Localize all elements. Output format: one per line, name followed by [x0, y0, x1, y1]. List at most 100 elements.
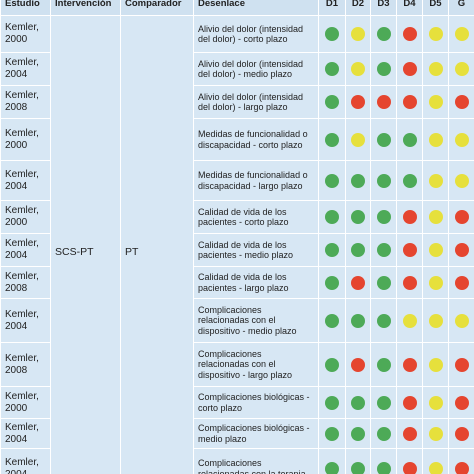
column-header: D2 — [345, 0, 371, 16]
rating-dot — [376, 243, 391, 257]
rating-cell — [370, 85, 397, 119]
outcome: Medidas de funcionalidad o discapacidad … — [193, 160, 319, 201]
outcome: Calidad de vida de los pacientes - corto… — [193, 200, 319, 234]
rating-dot — [376, 173, 391, 188]
rating-dot — [402, 95, 417, 109]
table-row: Kemler, 2000 Calidad de vida de los pacie… — [0, 200, 474, 234]
rating-cell — [396, 160, 423, 201]
rating-dot — [325, 132, 339, 147]
rating-cell — [345, 15, 371, 53]
rating-dot — [376, 210, 391, 224]
rating-dot — [428, 426, 443, 441]
rating-cell — [422, 342, 449, 387]
rating-cell — [318, 298, 346, 343]
rating-dot — [325, 210, 339, 224]
rating-dot — [376, 132, 391, 147]
rating-cell — [448, 118, 474, 161]
rating-dot — [428, 243, 443, 257]
rating-dot — [325, 243, 339, 257]
rating-dot — [351, 62, 365, 76]
rating-dot — [351, 395, 365, 410]
rating-cell — [396, 448, 423, 474]
rating-dot — [325, 461, 339, 474]
rating-cell — [422, 52, 449, 86]
study: Kemler, 2008 — [0, 266, 51, 299]
rating-dot — [325, 27, 339, 41]
rating-dot — [428, 275, 443, 290]
rating-dot — [325, 395, 339, 410]
table-row: Kemler, 2004 Complicaciones biológicas - … — [0, 418, 474, 449]
rating-dot — [454, 426, 469, 441]
rating-cell — [396, 266, 423, 299]
rating-dot — [351, 243, 365, 257]
rating-dot — [428, 395, 443, 410]
outcome: Complicaciones biológicas - corto plazo — [193, 386, 319, 419]
rating-cell — [318, 266, 346, 299]
rating-dot — [351, 132, 365, 147]
rating-dot — [428, 62, 443, 76]
rating-dot — [376, 395, 391, 410]
rating-cell — [396, 418, 423, 449]
rating-cell — [422, 160, 449, 201]
rating-dot — [402, 243, 417, 257]
study: Kemler, 2004 — [0, 52, 51, 86]
study: Kemler, 2004 — [0, 418, 51, 449]
table-row: Kemler, 2008 Complicaciones relacionadas … — [0, 342, 474, 387]
rating-cell — [396, 233, 423, 267]
rating-dot — [428, 95, 443, 109]
rating-cell — [422, 233, 449, 267]
column-header: D4 — [396, 0, 423, 16]
rating-cell — [396, 342, 423, 387]
rating-cell — [318, 160, 346, 201]
rating-cell — [370, 298, 397, 343]
rating-dot — [376, 95, 391, 109]
study: Kemler, 2000 — [0, 200, 51, 234]
comparator: PT — [120, 15, 194, 474]
rating-cell — [318, 386, 346, 419]
column-header: D5 — [422, 0, 449, 16]
rating-dot — [454, 461, 469, 474]
rating-cell — [345, 342, 371, 387]
rating-dot — [376, 426, 391, 441]
rating-cell — [370, 160, 397, 201]
rating-dot — [454, 27, 469, 41]
rating-cell — [448, 266, 474, 299]
table-row: Kemler, 2000 Complicaciones biológicas - … — [0, 386, 474, 419]
rating-cell — [370, 448, 397, 474]
rating-dot — [428, 132, 443, 147]
rating-cell — [422, 298, 449, 343]
rating-dot — [454, 210, 469, 224]
rating-dot — [454, 132, 469, 147]
rating-cell — [318, 418, 346, 449]
rating-dot — [351, 210, 365, 224]
rating-dot — [402, 173, 417, 188]
table-row: Kemler, 2008 Calidad de vida de los pacie… — [0, 266, 474, 299]
table-row: Kemler, 2000 SCS-PT PT Alivio del dolor (in… — [0, 15, 474, 474]
rating-cell — [370, 418, 397, 449]
rating-cell — [422, 448, 449, 474]
rating-cell — [422, 386, 449, 419]
study: Kemler, 2000 — [0, 386, 51, 419]
rating-cell — [345, 52, 371, 86]
rating-cell — [345, 448, 371, 474]
rating-cell — [318, 342, 346, 387]
rating-dot — [351, 173, 365, 188]
rating-dot — [325, 95, 339, 109]
rating-cell — [448, 233, 474, 267]
rating-cell — [422, 418, 449, 449]
rating-dot — [351, 357, 365, 372]
column-header: G — [448, 0, 474, 16]
rating-cell — [448, 52, 474, 86]
column-header: D3 — [370, 0, 397, 16]
rating-cell — [318, 15, 346, 53]
rating-dot — [351, 313, 365, 328]
rating-dot — [402, 461, 417, 474]
rating-dot — [454, 357, 469, 372]
outcome: Complicaciones relacionadas con el dispo… — [193, 298, 319, 343]
rating-cell — [448, 200, 474, 234]
rating-cell — [318, 85, 346, 119]
rating-cell — [345, 266, 371, 299]
rating-dot — [402, 275, 417, 290]
